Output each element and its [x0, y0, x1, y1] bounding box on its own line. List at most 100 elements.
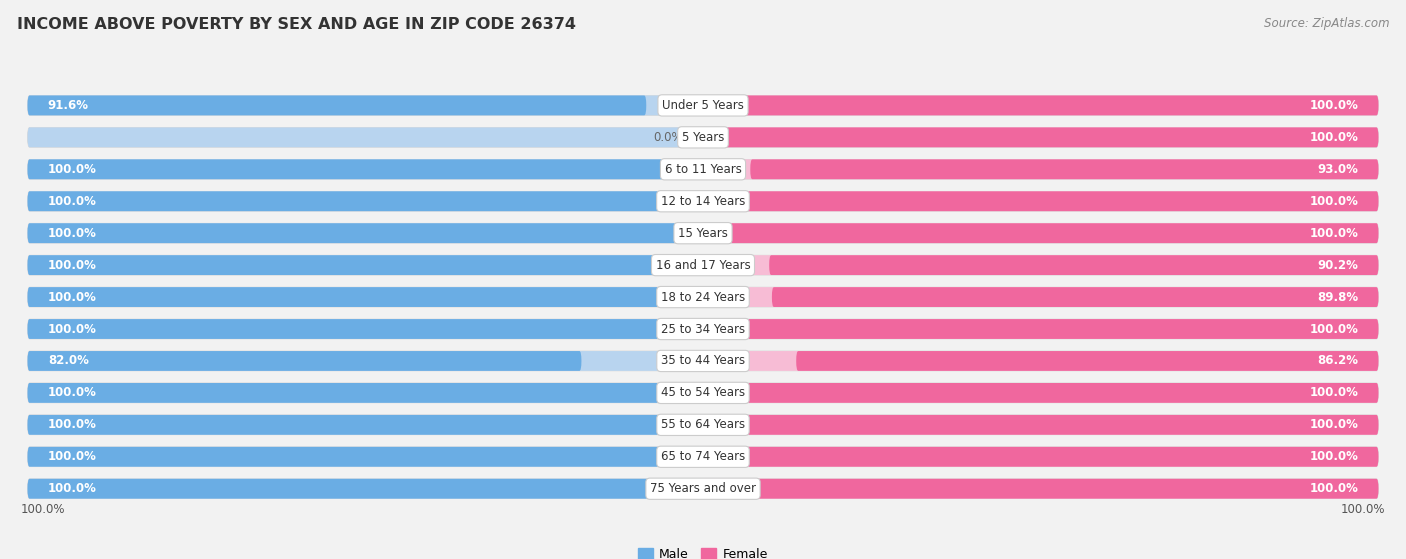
FancyBboxPatch shape	[703, 223, 1378, 243]
FancyBboxPatch shape	[28, 255, 703, 275]
FancyBboxPatch shape	[28, 383, 703, 403]
FancyBboxPatch shape	[28, 96, 647, 115]
Text: 100.0%: 100.0%	[1309, 131, 1358, 144]
Text: 100.0%: 100.0%	[48, 163, 97, 176]
FancyBboxPatch shape	[703, 383, 1378, 403]
FancyBboxPatch shape	[28, 96, 703, 115]
FancyBboxPatch shape	[28, 479, 703, 499]
FancyBboxPatch shape	[703, 415, 1378, 435]
Text: Source: ZipAtlas.com: Source: ZipAtlas.com	[1264, 17, 1389, 30]
FancyBboxPatch shape	[28, 287, 1378, 307]
FancyBboxPatch shape	[28, 479, 1378, 499]
Text: 100.0%: 100.0%	[48, 386, 97, 399]
Text: 100.0%: 100.0%	[1309, 99, 1358, 112]
FancyBboxPatch shape	[769, 255, 1378, 275]
FancyBboxPatch shape	[796, 351, 1378, 371]
Text: 86.2%: 86.2%	[1317, 354, 1358, 367]
FancyBboxPatch shape	[28, 159, 703, 179]
FancyBboxPatch shape	[28, 191, 703, 211]
Text: 100.0%: 100.0%	[1309, 227, 1358, 240]
Text: 93.0%: 93.0%	[1317, 163, 1358, 176]
FancyBboxPatch shape	[703, 319, 1378, 339]
FancyBboxPatch shape	[703, 479, 1378, 499]
Text: 100.0%: 100.0%	[1309, 323, 1358, 335]
Text: 82.0%: 82.0%	[48, 354, 89, 367]
Text: 65 to 74 Years: 65 to 74 Years	[661, 451, 745, 463]
FancyBboxPatch shape	[28, 223, 703, 243]
Text: 100.0%: 100.0%	[48, 291, 97, 304]
Text: 0.0%: 0.0%	[654, 131, 683, 144]
FancyBboxPatch shape	[28, 351, 582, 371]
FancyBboxPatch shape	[28, 127, 703, 147]
Text: 100.0%: 100.0%	[48, 323, 97, 335]
Text: Under 5 Years: Under 5 Years	[662, 99, 744, 112]
FancyBboxPatch shape	[28, 159, 703, 179]
Text: 35 to 44 Years: 35 to 44 Years	[661, 354, 745, 367]
FancyBboxPatch shape	[703, 351, 1378, 371]
FancyBboxPatch shape	[703, 255, 1378, 275]
FancyBboxPatch shape	[28, 191, 703, 211]
FancyBboxPatch shape	[28, 191, 1378, 211]
Text: 45 to 54 Years: 45 to 54 Years	[661, 386, 745, 399]
FancyBboxPatch shape	[703, 191, 1378, 211]
Text: 100.0%: 100.0%	[1309, 386, 1358, 399]
FancyBboxPatch shape	[28, 319, 703, 339]
FancyBboxPatch shape	[703, 447, 1378, 467]
FancyBboxPatch shape	[28, 479, 703, 499]
Text: 100.0%: 100.0%	[1309, 195, 1358, 208]
Text: 15 Years: 15 Years	[678, 227, 728, 240]
Text: 91.6%: 91.6%	[48, 99, 89, 112]
FancyBboxPatch shape	[703, 479, 1378, 499]
FancyBboxPatch shape	[28, 351, 1378, 371]
Text: 100.0%: 100.0%	[48, 195, 97, 208]
FancyBboxPatch shape	[28, 287, 703, 307]
FancyBboxPatch shape	[703, 223, 1378, 243]
FancyBboxPatch shape	[772, 287, 1378, 307]
FancyBboxPatch shape	[28, 351, 703, 371]
FancyBboxPatch shape	[28, 223, 1378, 243]
FancyBboxPatch shape	[703, 287, 1378, 307]
FancyBboxPatch shape	[28, 415, 1378, 435]
Text: 100.0%: 100.0%	[48, 451, 97, 463]
Text: 100.0%: 100.0%	[21, 503, 65, 516]
FancyBboxPatch shape	[28, 415, 703, 435]
FancyBboxPatch shape	[703, 96, 1378, 115]
FancyBboxPatch shape	[703, 415, 1378, 435]
Text: 25 to 34 Years: 25 to 34 Years	[661, 323, 745, 335]
Text: 100.0%: 100.0%	[1309, 482, 1358, 495]
Text: 100.0%: 100.0%	[48, 227, 97, 240]
Text: 100.0%: 100.0%	[48, 259, 97, 272]
Text: 100.0%: 100.0%	[1309, 451, 1358, 463]
FancyBboxPatch shape	[703, 383, 1378, 403]
FancyBboxPatch shape	[28, 223, 703, 243]
FancyBboxPatch shape	[28, 415, 703, 435]
Text: 75 Years and over: 75 Years and over	[650, 482, 756, 495]
Text: 89.8%: 89.8%	[1317, 291, 1358, 304]
FancyBboxPatch shape	[28, 255, 1378, 275]
FancyBboxPatch shape	[28, 287, 703, 307]
Text: 55 to 64 Years: 55 to 64 Years	[661, 418, 745, 432]
FancyBboxPatch shape	[28, 383, 1378, 403]
FancyBboxPatch shape	[28, 447, 703, 467]
FancyBboxPatch shape	[703, 319, 1378, 339]
FancyBboxPatch shape	[751, 159, 1378, 179]
FancyBboxPatch shape	[28, 447, 703, 467]
FancyBboxPatch shape	[703, 127, 1378, 147]
FancyBboxPatch shape	[28, 319, 703, 339]
FancyBboxPatch shape	[28, 96, 1378, 115]
FancyBboxPatch shape	[28, 319, 1378, 339]
Text: 6 to 11 Years: 6 to 11 Years	[665, 163, 741, 176]
Text: 16 and 17 Years: 16 and 17 Years	[655, 259, 751, 272]
FancyBboxPatch shape	[703, 447, 1378, 467]
Text: 12 to 14 Years: 12 to 14 Years	[661, 195, 745, 208]
Text: 18 to 24 Years: 18 to 24 Years	[661, 291, 745, 304]
Legend: Male, Female: Male, Female	[633, 543, 773, 559]
Text: 100.0%: 100.0%	[1309, 418, 1358, 432]
FancyBboxPatch shape	[703, 159, 1378, 179]
Text: 100.0%: 100.0%	[48, 418, 97, 432]
FancyBboxPatch shape	[703, 127, 1378, 147]
FancyBboxPatch shape	[703, 96, 1378, 115]
Text: 100.0%: 100.0%	[48, 482, 97, 495]
FancyBboxPatch shape	[703, 191, 1378, 211]
FancyBboxPatch shape	[28, 383, 703, 403]
